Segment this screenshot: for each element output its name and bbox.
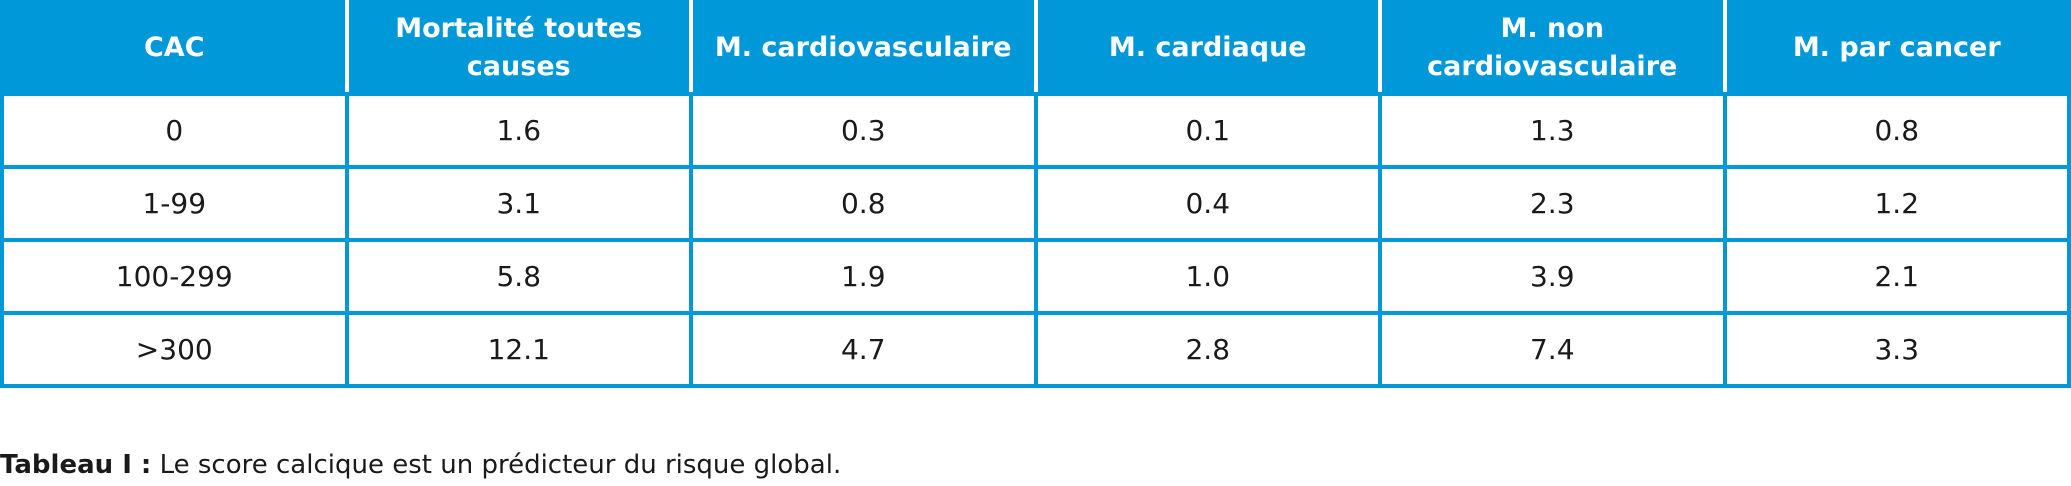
table-caption: Tableau I : Le score calcique est un pré… <box>0 450 841 480</box>
cell-cardiovascular: 4.7 <box>689 311 1038 388</box>
cell-cancer: 1.2 <box>1722 165 2071 242</box>
caption-text: Le score calcique est un prédicteur du r… <box>151 450 842 480</box>
table-row: 1-99 3.1 0.8 0.4 2.3 1.2 <box>0 165 2071 242</box>
header-cac: CAC <box>0 0 349 96</box>
cac-mortality-table: CAC Mortalité toutes causes M. cardiovas… <box>0 0 2071 388</box>
data-table-container: CAC Mortalité toutes causes M. cardiovas… <box>0 0 2071 388</box>
cell-all-cause: 5.8 <box>344 238 693 315</box>
cell-all-cause: 3.1 <box>344 165 693 242</box>
header-cancer-mortality: M. par cancer <box>1722 0 2071 96</box>
cell-cardiac: 0.4 <box>1033 165 1382 242</box>
cell-non-cardiovascular: 7.4 <box>1378 311 1727 388</box>
header-row: CAC Mortalité toutes causes M. cardiovas… <box>0 0 2071 96</box>
cell-all-cause: 1.6 <box>344 92 693 169</box>
header-cardiovascular-mortality: M. cardiovasculaire <box>689 0 1038 96</box>
cell-cac: 100-299 <box>0 238 349 315</box>
cell-non-cardiovascular: 2.3 <box>1378 165 1727 242</box>
table-row: 0 1.6 0.3 0.1 1.3 0.8 <box>0 92 2071 169</box>
cell-cancer: 3.3 <box>1722 311 2071 388</box>
table-row: >300 12.1 4.7 2.8 7.4 3.3 <box>0 311 2071 388</box>
cell-cardiovascular: 1.9 <box>689 238 1038 315</box>
table-body: 0 1.6 0.3 0.1 1.3 0.8 1-99 3.1 0.8 0.4 2… <box>0 92 2071 388</box>
caption-label: Tableau I : <box>0 450 152 480</box>
header-all-cause-mortality: Mortalité toutes causes <box>344 0 693 96</box>
table-row: 100-299 5.8 1.9 1.0 3.9 2.1 <box>0 238 2071 315</box>
header-non-cardiovascular-mortality: M. non cardiovasculaire <box>1378 0 1727 96</box>
cell-all-cause: 12.1 <box>344 311 693 388</box>
cell-cac: 1-99 <box>0 165 349 242</box>
cell-cardiovascular: 0.3 <box>689 92 1038 169</box>
cell-cac: >300 <box>0 311 349 388</box>
header-cardiac-mortality: M. cardiaque <box>1033 0 1382 96</box>
cell-non-cardiovascular: 3.9 <box>1378 238 1727 315</box>
cell-cardiac: 0.1 <box>1033 92 1382 169</box>
cell-cac: 0 <box>0 92 349 169</box>
cell-cancer: 0.8 <box>1722 92 2071 169</box>
cell-cancer: 2.1 <box>1722 238 2071 315</box>
cell-cardiac: 1.0 <box>1033 238 1382 315</box>
table-header: CAC Mortalité toutes causes M. cardiovas… <box>0 0 2071 96</box>
cell-non-cardiovascular: 1.3 <box>1378 92 1727 169</box>
cell-cardiovascular: 0.8 <box>689 165 1038 242</box>
cell-cardiac: 2.8 <box>1033 311 1382 388</box>
